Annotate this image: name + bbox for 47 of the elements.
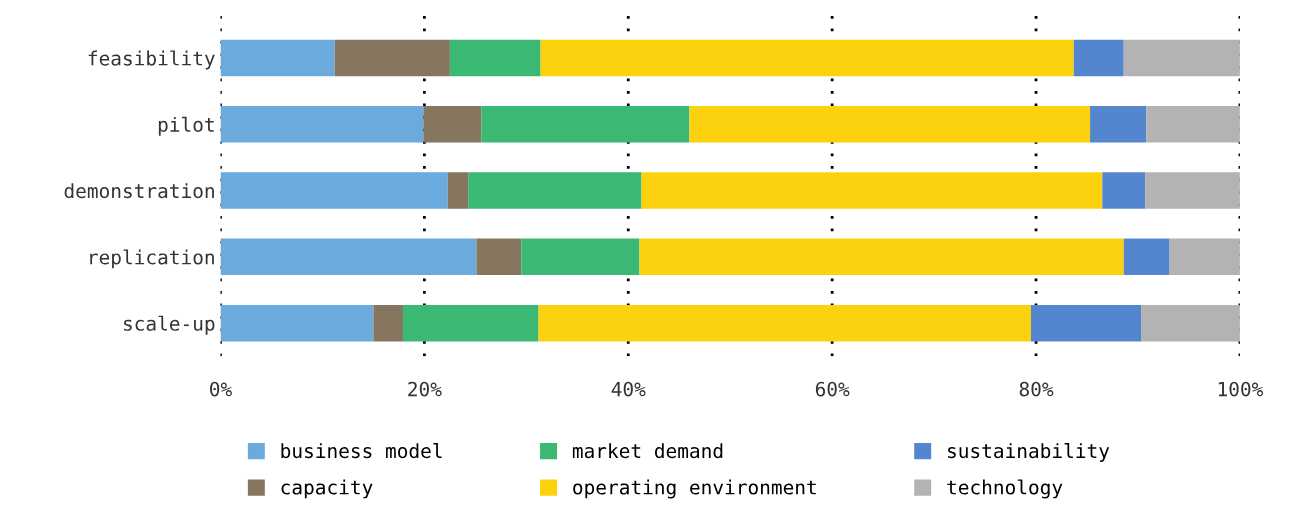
x-tick-label: 60%	[815, 381, 850, 397]
bar	[1090, 105, 1147, 143]
bar	[1146, 105, 1240, 143]
legend-label: capacity	[281, 479, 373, 499]
bar	[1169, 238, 1240, 276]
y-tick-label: feasibility	[88, 50, 215, 70]
legend-label: market demand	[572, 443, 723, 459]
bar	[481, 105, 690, 143]
bar	[447, 172, 469, 209]
x-tick-label: 80%	[1019, 381, 1054, 397]
bar	[1123, 39, 1240, 77]
legend-label: operating environment	[573, 479, 816, 499]
bar	[538, 304, 1031, 342]
bar	[468, 172, 642, 209]
bar	[334, 39, 450, 77]
bar	[540, 39, 1074, 77]
bar	[373, 304, 403, 342]
bar	[1030, 304, 1142, 342]
bar	[521, 238, 640, 276]
bar	[1123, 238, 1170, 276]
legend-label: business model	[281, 443, 442, 459]
bar	[476, 238, 522, 276]
bar	[1102, 172, 1146, 209]
bar	[641, 172, 1103, 209]
y-tick-label: demonstration	[64, 183, 214, 199]
x-tick-label: 0%	[210, 381, 232, 397]
legend-label: sustainability	[948, 443, 1110, 462]
bar	[689, 105, 1091, 143]
bar	[220, 304, 374, 342]
bar	[220, 172, 448, 209]
bar	[1145, 172, 1240, 209]
bar	[1141, 304, 1240, 342]
bar	[220, 105, 424, 143]
legend-label: technology	[947, 479, 1063, 499]
y-tick-label: pilot	[158, 116, 214, 136]
x-tick-label: 40%	[611, 381, 646, 397]
bar	[402, 304, 539, 342]
x-tick-label: 20%	[408, 381, 442, 397]
bar	[449, 39, 541, 77]
bar	[1073, 39, 1124, 77]
bar	[423, 105, 482, 143]
y-tick-label: replication	[90, 249, 214, 269]
bar	[639, 238, 1124, 276]
y-tick-label: scale-up	[124, 315, 215, 335]
bar	[220, 238, 477, 276]
x-tick-label: 100%	[1218, 381, 1264, 397]
bar	[220, 39, 335, 77]
